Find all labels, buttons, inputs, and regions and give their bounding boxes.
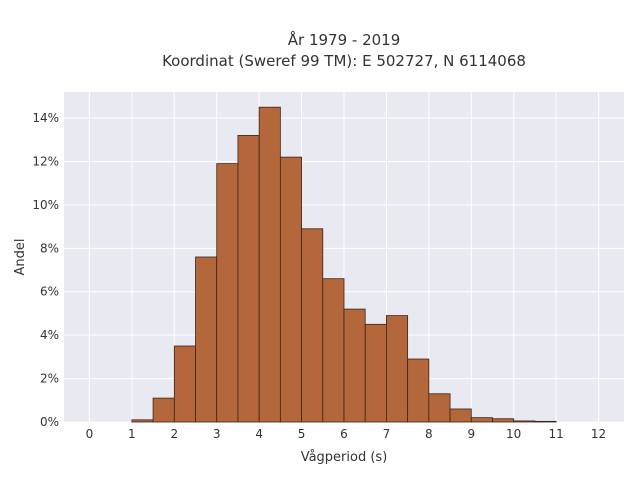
x-tick-labels: 0 1 2 3 4 5 6 7 8 9 10 11 12 — [86, 427, 607, 441]
chart-title-line-1: År 1979 - 2019 — [288, 30, 401, 49]
x-tick-label: 10 — [506, 427, 521, 441]
x-tick-label: 1 — [128, 427, 136, 441]
x-tick-label: 8 — [425, 427, 433, 441]
chart-title-line-2: Koordinat (Sweref 99 TM): E 502727, N 61… — [162, 52, 526, 70]
histogram-bar — [301, 228, 324, 423]
x-tick-label: 11 — [548, 427, 563, 441]
histogram-bar — [279, 156, 302, 423]
histogram-bar — [173, 345, 196, 423]
histogram-bar — [152, 397, 175, 423]
x-tick-label: 3 — [213, 427, 221, 441]
histogram-bar — [364, 323, 387, 423]
x-tick-label: 7 — [383, 427, 391, 441]
x-tick-label: 9 — [467, 427, 475, 441]
y-tick-label: 12% — [32, 154, 59, 168]
y-tick-label: 2% — [40, 372, 59, 386]
x-tick-label: 4 — [255, 427, 263, 441]
histogram-bar — [216, 163, 239, 423]
y-tick-label: 6% — [40, 285, 59, 299]
y-tick-label: 4% — [40, 328, 59, 342]
x-tick-label: 2 — [170, 427, 178, 441]
x-tick-label: 0 — [86, 427, 94, 441]
x-axis-title: Vågperiod (s) — [301, 450, 388, 465]
y-tick-label: 10% — [32, 198, 59, 212]
histogram-bar — [407, 358, 430, 423]
x-tick-label: 12 — [591, 427, 606, 441]
y-tick-label: 14% — [32, 111, 59, 125]
y-axis-title: Andel — [13, 239, 28, 276]
x-tick-label: 5 — [298, 427, 306, 441]
y-tick-label: 0% — [40, 415, 59, 429]
histogram-bar — [195, 256, 218, 423]
histogram-bars — [131, 106, 557, 423]
histogram-bar — [470, 417, 493, 423]
histogram-bar — [428, 393, 451, 423]
y-tick-labels: 0% 2% 4% 6% 8% 10% 12% 14% — [32, 111, 59, 429]
x-tick-label: 6 — [340, 427, 348, 441]
histogram-bar — [131, 419, 154, 423]
histogram-bar — [492, 418, 515, 423]
histogram-bar — [386, 315, 409, 423]
histogram-bar — [343, 308, 366, 423]
histogram-bar — [513, 420, 536, 423]
y-tick-label: 8% — [40, 241, 59, 255]
histogram-bar — [258, 106, 281, 423]
histogram-bar — [449, 408, 472, 423]
histogram-bar — [322, 278, 345, 423]
histogram-bar — [237, 135, 260, 423]
histogram-bar — [534, 420, 557, 423]
